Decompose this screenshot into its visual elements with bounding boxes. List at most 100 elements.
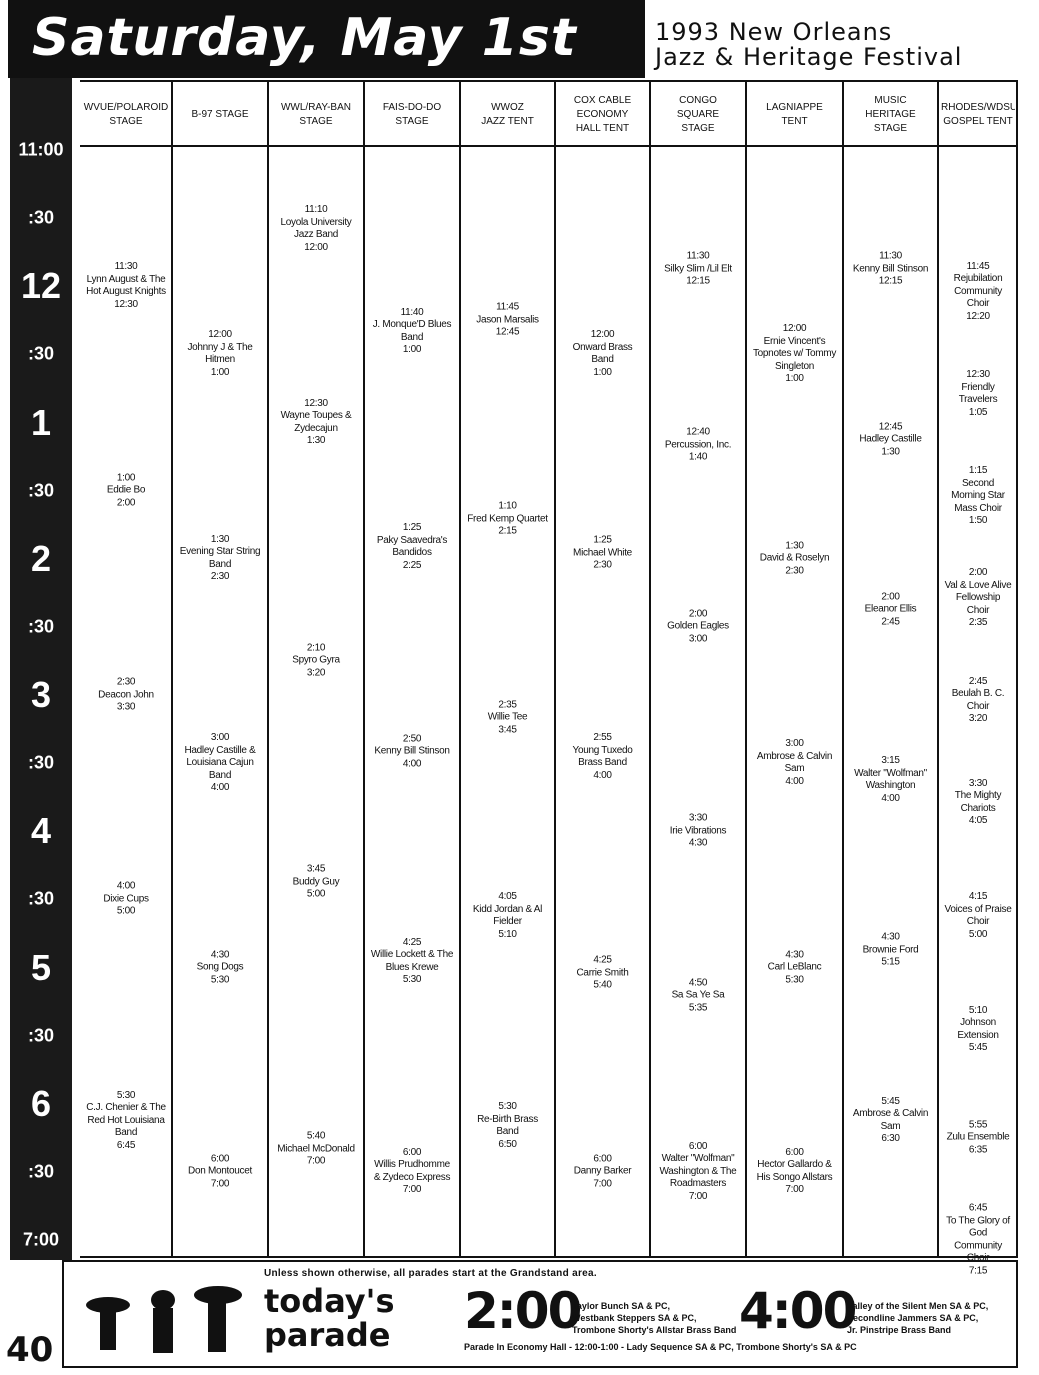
- subtitle-line: Jazz & Heritage Festival: [655, 43, 963, 71]
- stage-name: MUSIC: [874, 95, 907, 106]
- stage-header: RHODES/WDSU GOSPEL TENT: [941, 86, 1015, 144]
- economy-parade: Parade In Economy Hall - 12:00-1:00 - La…: [464, 1342, 857, 1352]
- time-label: 3: [30, 674, 52, 715]
- parade-groups: Valley of the Silent Men SA & PC, Secondl…: [847, 1300, 988, 1336]
- event-end: 12:45: [495, 326, 520, 338]
- event-end: 7:00: [593, 1178, 612, 1190]
- event-end: 3:45: [498, 723, 517, 735]
- stage-name: TENT: [781, 116, 808, 127]
- event-end: 5:40: [593, 979, 612, 991]
- event-name: Johnny J & The Hitmen: [187, 341, 253, 366]
- parade-group: Trombone Shorty's Allstar Brass Band: [572, 1325, 737, 1335]
- event-start: 2:35: [498, 698, 517, 710]
- event-name: Re-Birth Brass Band: [477, 1113, 538, 1138]
- stage-header: FAIS-DO-DO STAGE: [367, 86, 457, 144]
- event: 1:30 David & Roselyn 2:30: [752, 540, 837, 578]
- event: 11:30 Kenny Bill Stinson 12:15: [849, 250, 932, 288]
- event-start: 11:30: [879, 250, 902, 262]
- stage-name: STAGE: [873, 123, 908, 134]
- event: 5:10 Johnson Extension 5:45: [944, 1005, 1012, 1055]
- event-name: Kidd Jordan & Al Fielder: [472, 903, 543, 928]
- event-name: Paky Saavedra's Bandidos: [376, 534, 448, 559]
- event: 4:05 Kidd Jordan & Al Fielder 5:10: [466, 891, 549, 941]
- event-name: Ambrose & Calvin Sam: [756, 750, 833, 775]
- event-end: 5:30: [785, 973, 804, 985]
- event-start: 2:55: [593, 732, 612, 744]
- event: 11:30 Lynn August & The Hot August Knight…: [86, 261, 166, 311]
- stage-name: JAZZ TENT: [481, 116, 534, 127]
- event-name: Willie Tee: [487, 711, 528, 723]
- event-end: 12:00: [304, 241, 328, 253]
- event-end: 12:15: [878, 275, 903, 287]
- event: 3:15 Walter "Wolfman" Washington 4:00: [849, 755, 932, 805]
- event-name: Carrie Smith: [576, 966, 629, 978]
- parade-label: today's parade: [264, 1284, 395, 1352]
- event-start: 6:00: [593, 1153, 612, 1165]
- event-start: 11:45: [496, 301, 519, 313]
- event: 3:00 Ambrose & Calvin Sam 4:00: [752, 738, 837, 788]
- event-start: 12:00: [590, 329, 615, 341]
- event-name: Sa Sa Ye Sa: [671, 989, 725, 1001]
- stage-header: LAGNIAPPE TENT: [749, 86, 840, 144]
- event: 3:45 Buddy Guy 5:00: [274, 864, 358, 902]
- event-end: 4:00: [881, 792, 900, 804]
- event-name: Loyola University Jazz Band: [280, 216, 352, 241]
- event: 12:40 Percussion, Inc. 1:40: [656, 426, 740, 464]
- parade-group: Secondline Jammers SA & PC,: [847, 1313, 979, 1323]
- stage-header: MUSIC HERITAGE STAGE: [846, 86, 935, 144]
- stage-name: SQUARE: [676, 109, 720, 120]
- event-end: 5:30: [402, 974, 422, 986]
- event-name: Brownie Ford: [862, 944, 919, 956]
- column-line: [745, 80, 747, 1258]
- event: 4:25 Carrie Smith 5:40: [561, 954, 644, 992]
- schedule-grid: [80, 80, 1018, 1258]
- event: 4:25 Willie Lockett & The Blues Krewe 5:30: [370, 937, 454, 987]
- column-line: [842, 80, 844, 1258]
- event-end: 7:00: [402, 1184, 422, 1196]
- event-name: Ambrose & Calvin Sam: [852, 1108, 929, 1132]
- event-start: 2:00: [688, 608, 708, 620]
- event-name: Deacon John: [98, 688, 154, 700]
- stage-header: WWOZ JAZZ TENT: [463, 86, 552, 144]
- event-start: 2:00: [881, 591, 900, 603]
- stage-name: LAGNIAPPE: [766, 102, 823, 113]
- event: 1:15 Second Morning Star Mass Choir 1:50: [944, 465, 1012, 528]
- stage-name: COX CABLE: [573, 95, 632, 106]
- event: 11:30 Silky Slim /Lil Elt 12:15: [656, 250, 740, 288]
- event: 6:00 Danny Barker 7:00: [561, 1153, 644, 1191]
- stage-name: GOSPEL TENT: [943, 116, 1013, 127]
- event: 12:30 Wayne Toupes & Zydecajun 1:30: [274, 398, 358, 448]
- stage-name: STAGE: [109, 116, 143, 127]
- event: 6:00 Willis Prudhomme & Zydeco Express 7:0…: [370, 1147, 454, 1197]
- event-end: 1:30: [881, 445, 900, 457]
- event-name: Zulu Ensemble: [946, 1131, 1010, 1143]
- event-name: Wayne Toupes & Zydecajun: [280, 410, 352, 434]
- event-name: The Mighty Chariots: [954, 790, 1002, 814]
- event-end: 1:50: [968, 515, 988, 527]
- event: 2:35 Willie Tee 3:45: [466, 699, 549, 737]
- event-name: Michael White: [573, 546, 632, 558]
- event: 4:30 Song Dogs 5:30: [178, 949, 262, 987]
- event-end: 6:35: [968, 1144, 988, 1156]
- event-name: Don Montoucet: [188, 1165, 252, 1177]
- event: 2:00 Eleanor Ellis 2:45: [849, 591, 932, 629]
- event: 2:30 Deacon John 3:30: [86, 676, 166, 714]
- event-start: 3:15: [881, 755, 900, 767]
- event-end: 3:20: [306, 667, 326, 679]
- event-start: 6:00: [785, 1146, 804, 1158]
- event-name: Onward Brass Band: [572, 341, 633, 366]
- event-name: Michael McDonald: [277, 1142, 355, 1154]
- event-start: 6:00: [210, 1153, 230, 1165]
- event-name: C.J. Chenier & The Red Hot Louisiana Ban…: [86, 1102, 166, 1139]
- stage-header: B-97 STAGE: [175, 86, 265, 144]
- event-start: 5:30: [116, 1089, 136, 1101]
- event: 2:00 Golden Eagles 3:00: [656, 608, 740, 646]
- parade-time: 2:00: [464, 1282, 582, 1340]
- subtitle: 1993 New Orleans Jazz & Heritage Festiva…: [655, 20, 962, 70]
- column-line: [649, 80, 651, 1258]
- header-rule: [80, 145, 1018, 147]
- parade-group: Westbank Steppers SA & PC,: [572, 1313, 697, 1323]
- event: 5:45 Ambrose & Calvin Sam 6:30: [849, 1096, 932, 1146]
- event-start: 3:30: [688, 812, 708, 824]
- event-start: 4:30: [881, 931, 900, 943]
